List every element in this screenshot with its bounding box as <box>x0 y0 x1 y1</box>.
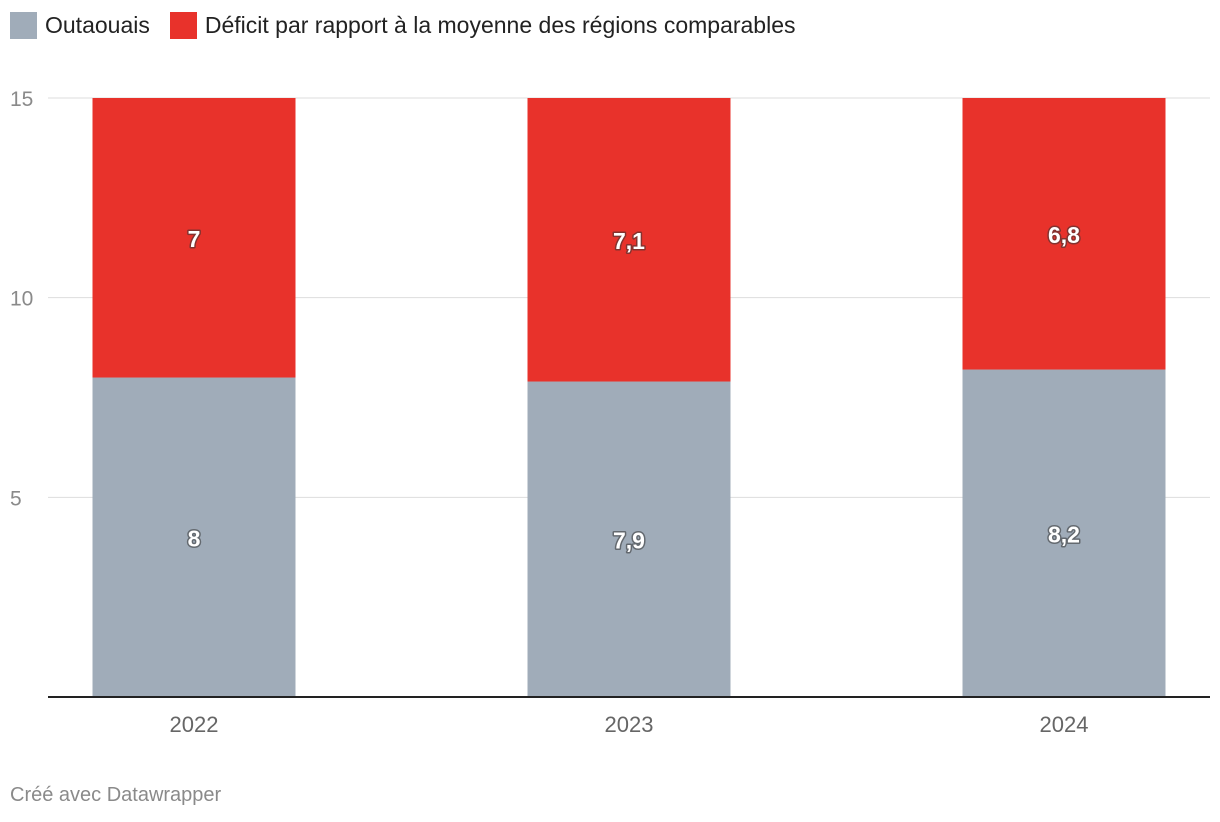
legend-label-deficit: Déficit par rapport à la moyenne des rég… <box>204 12 796 38</box>
credit-text: Créé avec Datawrapper <box>10 784 222 806</box>
x-tick-label-2023: 2023 <box>605 712 654 737</box>
x-tick-label-2024: 2024 <box>1040 712 1089 737</box>
legend-swatch-outaouais <box>10 12 37 39</box>
data-label-deficit-2024: 6,8 <box>1048 222 1080 248</box>
legend: Outaouais Déficit par rapport à la moyen… <box>10 12 816 39</box>
legend-swatch-deficit <box>169 12 197 39</box>
bar-deficit-2024 <box>962 98 1166 370</box>
bar-deficit-2022 <box>92 98 296 378</box>
data-label-outaouais-2024: 8,2 <box>1048 521 1080 547</box>
data-label-halo-outaouais-2024: 8,2 <box>1048 521 1080 547</box>
data-label-halo-deficit-2023: 7,1 <box>613 228 645 254</box>
data-label-halo-deficit-2022: 7 <box>188 226 201 252</box>
plot-area: 51015887720227,97,97,17,120238,28,26,86,… <box>10 88 1210 737</box>
bar-outaouais-2022 <box>92 377 296 697</box>
data-label-outaouais-2022: 8 <box>188 525 201 551</box>
legend-label-outaouais: Outaouais <box>45 12 150 38</box>
data-label-halo-outaouais-2022: 8 <box>188 525 201 551</box>
bar-outaouais-2023 <box>527 381 731 697</box>
data-label-halo-deficit-2024: 6,8 <box>1048 222 1080 248</box>
legend-item-deficit: Déficit par rapport à la moyenne des rég… <box>169 12 796 39</box>
data-label-outaouais-2023: 7,9 <box>613 527 645 553</box>
data-label-halo-outaouais-2023: 7,9 <box>613 527 645 553</box>
x-tick-label-2022: 2022 <box>170 712 219 737</box>
y-tick-label-15: 15 <box>10 88 33 111</box>
bar-deficit-2023 <box>527 98 731 382</box>
bar-outaouais-2024 <box>962 369 1166 697</box>
y-tick-label-10: 10 <box>10 288 33 311</box>
legend-item-outaouais: Outaouais <box>10 12 150 39</box>
y-tick-label-5: 5 <box>10 487 22 510</box>
data-label-deficit-2022: 7 <box>188 226 201 252</box>
data-label-deficit-2023: 7,1 <box>613 228 645 254</box>
